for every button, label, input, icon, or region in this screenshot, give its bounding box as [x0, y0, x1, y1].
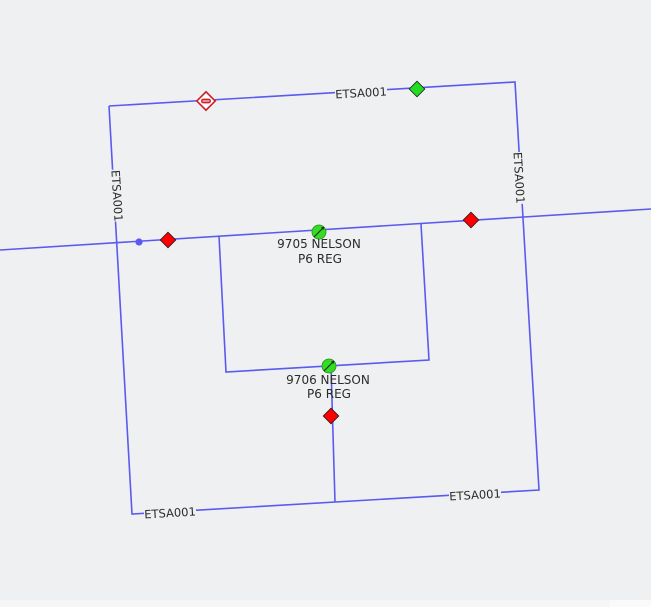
fuse-icon[interactable] [195, 90, 217, 112]
open-switch-tap[interactable] [322, 407, 340, 425]
regulator-label-9706: 9706 NELSON P6 REG [286, 373, 370, 401]
line-label-right: ETSA001 [510, 152, 527, 204]
regulator-label-line1: 9705 NELSON [277, 237, 361, 251]
bottom-strip-right [610, 600, 651, 607]
feeder-lines [0, 81, 651, 515]
line-label-bottom-left: ETSA001 [144, 504, 196, 521]
line-label-left: ETSA001 [108, 170, 125, 222]
line-labels: ETSA001 ETSA001 ETSA001 ETSA001 ETSA001 [99, 84, 528, 522]
open-switch-left[interactable] [159, 231, 177, 249]
regulator-label-line2: P6 REG [307, 387, 351, 401]
tap-line[interactable] [330, 365, 336, 503]
line-label-bottom-right: ETSA001 [449, 486, 501, 503]
node-dot-icon[interactable] [135, 238, 143, 246]
closed-switch-top[interactable] [408, 80, 426, 98]
bottom-strip [0, 600, 651, 607]
outer-loop-line[interactable] [108, 81, 540, 515]
regulator-icon-9705[interactable] [311, 224, 327, 240]
line-label-top: ETSA001 [335, 84, 387, 101]
regulator-icon-9706[interactable] [321, 358, 337, 374]
regulator-label-line2: P6 REG [298, 252, 342, 266]
regulator-label-line1: 9706 NELSON [286, 373, 370, 387]
regulator-label-9705: 9705 NELSON P6 REG [277, 237, 361, 266]
open-switch-right[interactable] [462, 211, 480, 229]
